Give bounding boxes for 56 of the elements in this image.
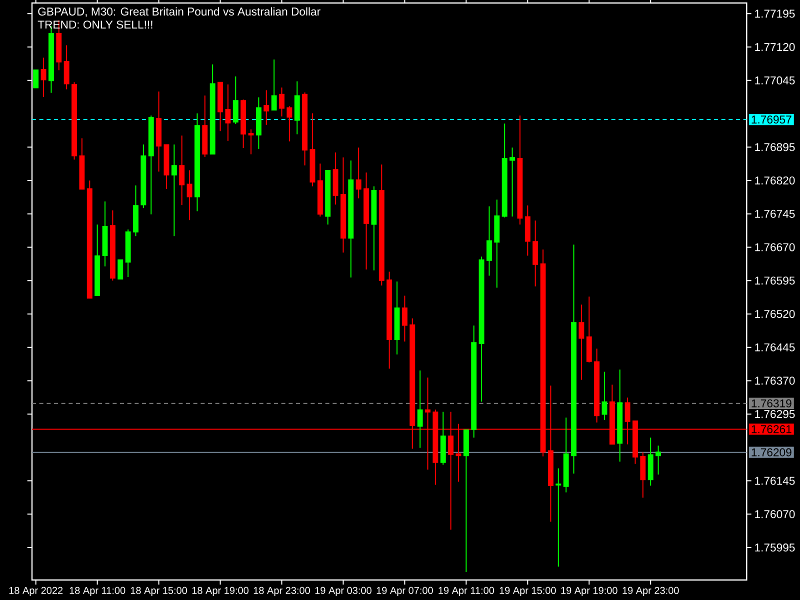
- x-tick-label: 19 Apr 07:00: [376, 586, 433, 596]
- candlestick: [232, 76, 238, 124]
- candlestick: [356, 147, 362, 199]
- candlestick: [532, 220, 538, 287]
- x-tick-label: 19 Apr 23:00: [622, 586, 679, 596]
- y-tick-label: 1.77195: [755, 10, 795, 18]
- candlestick: [186, 170, 192, 221]
- y-tick-label: 1.76820: [755, 176, 795, 185]
- x-tick-label: 19 Apr 03:00: [315, 586, 372, 596]
- y-tick-label: 1.76595: [755, 276, 795, 285]
- candlestick: [118, 259, 124, 280]
- ref-line-label: 1.76209: [752, 448, 792, 456]
- candlestick: [510, 147, 516, 218]
- y-tick-label: 1.76370: [755, 376, 795, 385]
- y-tick-label: 1.76145: [755, 476, 795, 485]
- candlestick: [248, 128, 254, 155]
- candlestick: [578, 304, 584, 380]
- y-tick-label: 1.76745: [755, 210, 795, 218]
- ref-line-label: 1.76261: [752, 425, 792, 434]
- x-tick-label: 19 Apr 11:00: [438, 586, 494, 596]
- candlestick: [402, 295, 408, 342]
- y-tick-label: 1.76670: [755, 243, 795, 252]
- candlestick: [179, 135, 185, 206]
- ref-line-label: 1.76957: [752, 116, 792, 124]
- candlestick: [602, 371, 608, 420]
- ref-line-label: 1.76319: [752, 399, 792, 408]
- x-tick-label: 18 Apr 23:00: [254, 586, 310, 596]
- y-tick-label: 1.75995: [755, 544, 795, 552]
- y-tick-label: 1.77120: [755, 43, 795, 52]
- x-tick-label: 18 Apr 2022: [9, 586, 63, 596]
- candlestick: [225, 84, 231, 142]
- x-tick-label: 18 Apr 15:00: [130, 586, 188, 596]
- candlestick: [171, 144, 177, 237]
- y-tick-label: 1.76295: [755, 410, 795, 418]
- candlestick: [33, 69, 39, 88]
- y-tick-label: 1.76445: [755, 343, 795, 352]
- candlestick: [640, 452, 646, 498]
- candlestick: [64, 44, 70, 90]
- candlestick: [656, 445, 662, 476]
- candlestick: [279, 87, 284, 117]
- x-tick-label: 19 Apr 19:00: [561, 586, 618, 596]
- candlestick: [556, 468, 562, 568]
- y-tick-label: 1.76070: [755, 510, 795, 518]
- chart-title: GBPAUD, M30: Great Britain Pound vs Australian Dollar: [38, 7, 320, 17]
- candlestick: [486, 206, 492, 276]
- y-tick-label: 1.76895: [755, 143, 795, 152]
- y-tick-label: 1.77045: [755, 76, 795, 84]
- candlestick: [286, 106, 292, 142]
- candlestick: [40, 57, 46, 98]
- candlestick: [271, 58, 277, 111]
- x-tick-label: 19 Apr 15:00: [500, 586, 556, 596]
- x-tick-label: 18 Apr 11:00: [70, 586, 126, 596]
- y-tick-label: 1.76520: [755, 310, 795, 318]
- candlestick: [264, 90, 270, 126]
- candlestick: [417, 370, 423, 448]
- x-tick-label: 18 Apr 19:00: [192, 586, 248, 596]
